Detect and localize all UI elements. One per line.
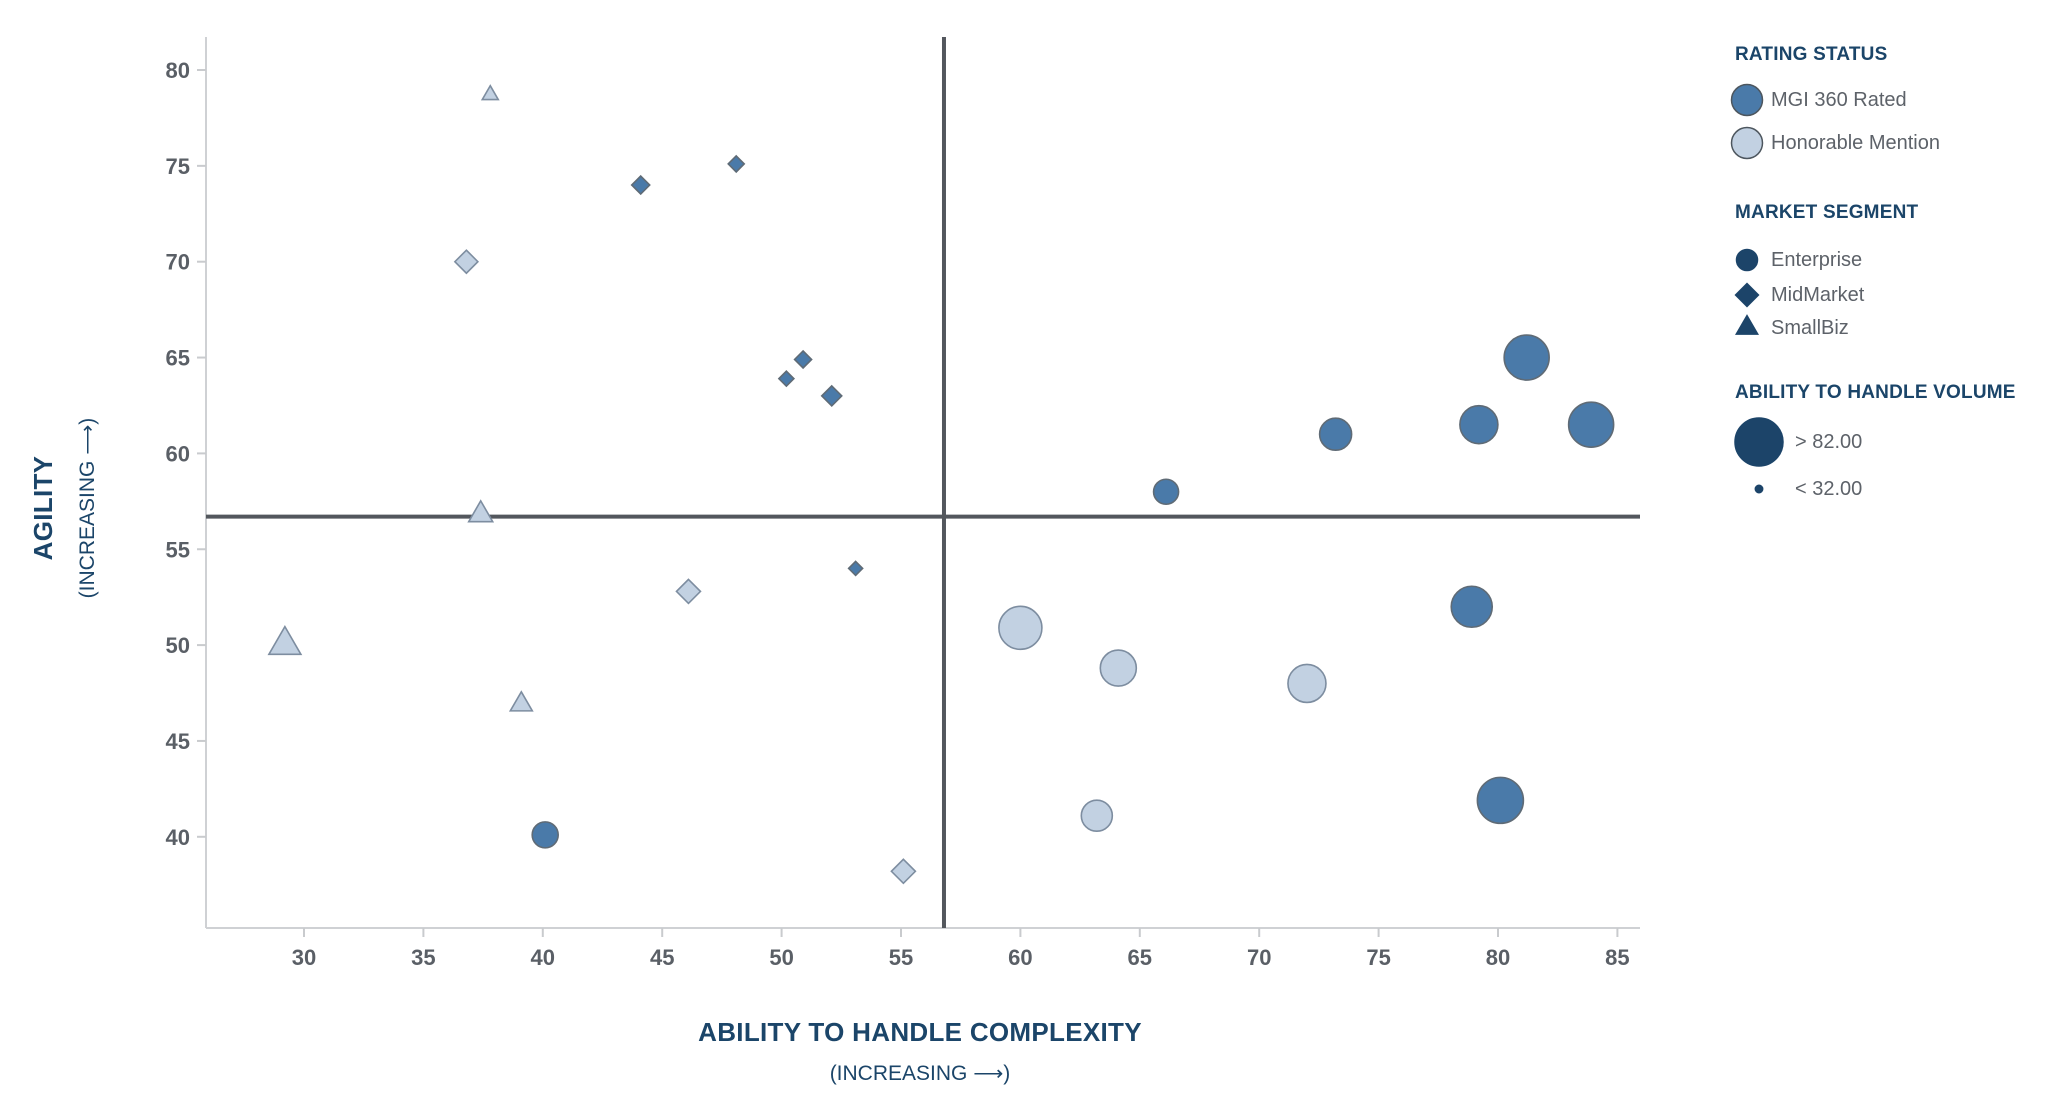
legend-item-enterprise-label: Enterprise <box>1771 248 1863 271</box>
data-point-midmarket-honorable-mention[interactable] <box>890 858 917 885</box>
legend-item-volume-min-label: < 32.00 <box>1795 477 1863 500</box>
x-tick-label: 75 <box>1366 945 1390 970</box>
y-tick-label: 75 <box>166 154 190 179</box>
data-point-smallbiz-honorable-mention[interactable] <box>508 690 534 712</box>
data-point-enterprise-mgi-360-rated[interactable] <box>1476 776 1525 825</box>
legend-item-volume-max[interactable]: > 82.00 <box>1723 414 1862 470</box>
legend-item-smallbiz[interactable]: SmallBiz <box>1723 311 1849 345</box>
x-tick-label: 85 <box>1605 945 1629 970</box>
x-tick-label: 65 <box>1128 945 1152 970</box>
x-tick-label: 30 <box>292 945 316 970</box>
data-point-enterprise-mgi-360-rated[interactable] <box>1459 404 1499 445</box>
y-tick-label: 50 <box>166 633 190 658</box>
y-tick-label: 70 <box>166 250 190 275</box>
data-point-enterprise-honorable-mention[interactable] <box>1287 663 1327 704</box>
legend-item-smallbiz-label: SmallBiz <box>1771 316 1849 339</box>
legend-item-volume-min-icon <box>1754 484 1764 494</box>
legend-item-honorable-mention-icon <box>1730 126 1764 160</box>
data-point-midmarket-mgi-360-rated[interactable] <box>727 154 746 174</box>
legend-header-market-segment: MARKET SEGMENT <box>1735 202 1919 223</box>
y-tick-label: 55 <box>166 537 190 562</box>
x-tick-label: 70 <box>1247 945 1271 970</box>
legend-item-midmarket-label: MidMarket <box>1771 283 1865 306</box>
x-axis-title: ABILITY TO HANDLE COMPLEXITY <box>698 1017 1142 1047</box>
data-point-enterprise-mgi-360-rated[interactable] <box>1152 478 1180 506</box>
y-tick-label: 45 <box>166 729 190 754</box>
y-tick-label: 65 <box>166 346 190 371</box>
data-point-smallbiz-honorable-mention[interactable] <box>480 84 500 101</box>
legend-item-mgi-360-rated-label: MGI 360 Rated <box>1771 88 1907 111</box>
data-point-midmarket-mgi-360-rated[interactable] <box>630 174 651 196</box>
legend-item-mgi-360-rated[interactable]: MGI 360 Rated <box>1723 80 1907 120</box>
y-tick-label: 80 <box>166 58 190 83</box>
legend-item-volume-min[interactable]: < 32.00 <box>1723 474 1862 504</box>
legend-item-smallbiz-icon <box>1734 314 1760 335</box>
legend-item-honorable-mention-label: Honorable Mention <box>1771 131 1940 154</box>
data-point-enterprise-mgi-360-rated[interactable] <box>1450 585 1494 629</box>
x-tick-label: 60 <box>1008 945 1032 970</box>
legend-item-midmarket[interactable]: MidMarket <box>1723 278 1864 312</box>
data-point-midmarket-honorable-mention[interactable] <box>675 578 702 605</box>
legend-item-enterprise-icon <box>1735 248 1759 272</box>
y-axis-subtitle: (INCREASING ⟶) <box>76 418 99 599</box>
data-point-midmarket-honorable-mention[interactable] <box>453 249 480 275</box>
x-axis-subtitle: (INCREASING ⟶) <box>830 1062 1011 1085</box>
data-point-midmarket-mgi-360-rated[interactable] <box>847 560 864 577</box>
x-tick-label: 55 <box>889 945 913 970</box>
legend-item-midmarket-icon <box>1734 282 1760 308</box>
data-point-enterprise-mgi-360-rated[interactable] <box>1567 401 1615 448</box>
x-tick-label: 35 <box>411 945 435 970</box>
data-point-smallbiz-honorable-mention[interactable] <box>467 499 495 523</box>
data-point-midmarket-mgi-360-rated[interactable] <box>793 349 813 370</box>
data-point-enterprise-mgi-360-rated[interactable] <box>1318 417 1353 452</box>
data-point-enterprise-honorable-mention[interactable] <box>998 605 1043 651</box>
y-tick-label: 40 <box>166 825 190 850</box>
data-point-midmarket-mgi-360-rated[interactable] <box>820 384 843 408</box>
x-tick-label: 45 <box>650 945 674 970</box>
x-tick-label: 80 <box>1486 945 1510 970</box>
legend-header-rating-status: RATING STATUS <box>1735 44 1888 65</box>
legend-item-volume-max-icon <box>1734 417 1784 467</box>
legend-panel: RATING STATUS MGI 360 Rated Honorable Men… <box>1723 0 2051 560</box>
x-tick-label: 50 <box>769 945 793 970</box>
legend-item-volume-max-label: > 82.00 <box>1795 430 1863 453</box>
data-point-smallbiz-honorable-mention[interactable] <box>267 625 303 656</box>
y-axis-title: AGILITY <box>28 456 58 561</box>
legend-item-mgi-360-rated-icon <box>1730 83 1764 117</box>
data-point-enterprise-honorable-mention[interactable] <box>1099 649 1138 687</box>
legend-item-honorable-mention[interactable]: Honorable Mention <box>1723 123 1940 163</box>
legend-header-volume: ABILITY TO HANDLE VOLUME <box>1735 382 2016 403</box>
data-point-midmarket-mgi-360-rated[interactable] <box>777 370 796 388</box>
data-point-enterprise-mgi-360-rated[interactable] <box>1503 334 1550 381</box>
data-point-enterprise-mgi-360-rated[interactable] <box>531 821 559 849</box>
legend-item-enterprise[interactable]: Enterprise <box>1723 243 1862 277</box>
x-tick-label: 40 <box>531 945 555 970</box>
y-tick-label: 60 <box>166 441 190 466</box>
data-point-enterprise-honorable-mention[interactable] <box>1080 799 1114 833</box>
